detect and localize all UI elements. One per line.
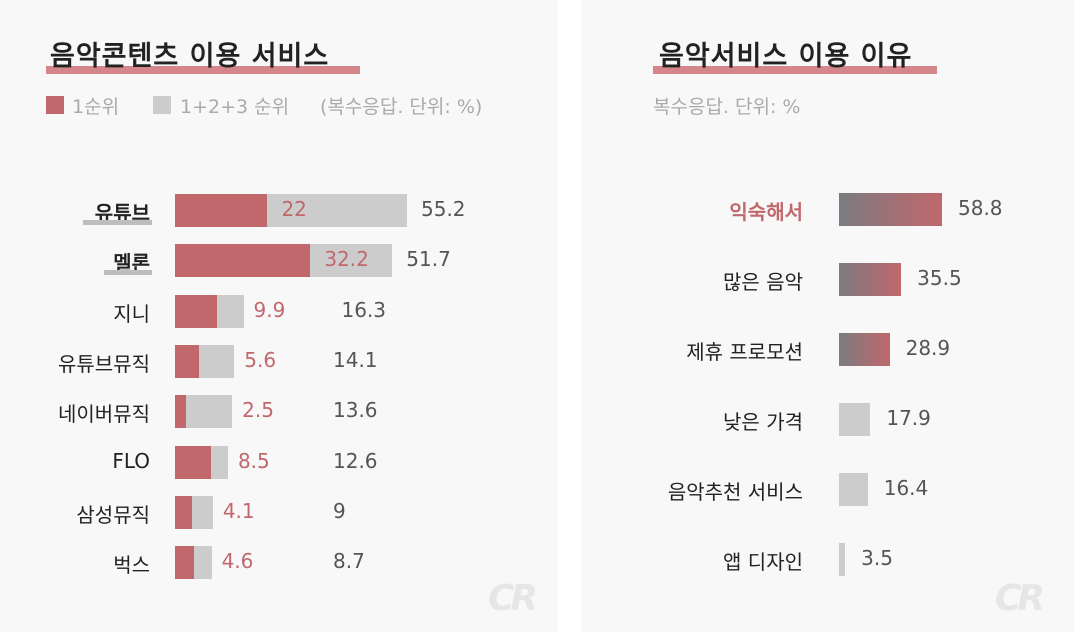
right-title-underline bbox=[653, 66, 937, 74]
value-label-total: 55.2 bbox=[421, 197, 466, 221]
bar-value bbox=[839, 263, 902, 296]
bar-first bbox=[175, 395, 186, 429]
value-label: 28.9 bbox=[905, 336, 951, 360]
value-label-total: 13.6 bbox=[333, 398, 378, 423]
bar-first bbox=[175, 495, 193, 529]
value-label-total: 16.3 bbox=[341, 297, 387, 322]
bar-first bbox=[175, 244, 311, 278]
bar-value bbox=[839, 543, 846, 576]
bar-first bbox=[175, 546, 195, 580]
value-label-total: 12.6 bbox=[333, 448, 378, 473]
value-label: 35.5 bbox=[917, 266, 962, 290]
value-label-total: 14.1 bbox=[333, 347, 378, 372]
right-chart-panel: 음악서비스 이용 이유 복수응답. 단위: % 익숙해서 58.8 많은 음악 35.… bbox=[581, 0, 1074, 632]
bar-first bbox=[175, 445, 211, 479]
category-label: 삼성뮤직 bbox=[76, 502, 150, 527]
cr-logo: CR bbox=[488, 578, 538, 619]
category-label: 앱 디자인 bbox=[723, 550, 803, 574]
category-label: 지니 bbox=[113, 301, 150, 326]
value-label-first: 32.2 bbox=[324, 247, 369, 272]
value-label-total: 9 bbox=[333, 498, 346, 523]
category-label: 벅스 bbox=[113, 553, 150, 578]
category-highlight-underline bbox=[83, 220, 152, 225]
legend-swatch-first bbox=[46, 96, 64, 114]
value-label-first: 5.6 bbox=[244, 347, 277, 372]
value-label: 16.4 bbox=[883, 476, 929, 500]
value-label-first: 22 bbox=[281, 197, 307, 221]
category-label: 익숙해서 bbox=[729, 200, 803, 224]
legend-note: (복수응답. 단위: %) bbox=[320, 96, 483, 118]
left-title-underline bbox=[46, 66, 360, 74]
bar-value bbox=[839, 193, 942, 226]
value-label-first: 2.5 bbox=[242, 398, 274, 423]
value-label-first: 4.6 bbox=[221, 549, 254, 574]
legend-label-total: 1+2+3 순위 bbox=[180, 96, 290, 118]
category-label: 네이버뮤직 bbox=[58, 402, 150, 427]
left-chart-title: 음악콘텐츠 이용 서비스 bbox=[50, 41, 330, 72]
bar-first bbox=[175, 194, 268, 227]
value-label-first: 8.5 bbox=[237, 448, 270, 473]
right-chart-subtitle: 복수응답. 단위: % bbox=[653, 96, 801, 118]
value-label: 17.9 bbox=[886, 406, 931, 430]
category-label: 음악추천 서비스 bbox=[667, 480, 803, 504]
value-label-first: 4.1 bbox=[222, 498, 255, 523]
value-label-total: 8.7 bbox=[333, 549, 365, 574]
value-label-first: 9.9 bbox=[253, 297, 286, 322]
bar-first bbox=[175, 294, 217, 328]
bar-value bbox=[839, 403, 871, 436]
legend-label-first: 1순위 bbox=[72, 96, 120, 118]
bar-value bbox=[839, 333, 890, 366]
bar-first bbox=[175, 344, 199, 378]
category-label: 제휴 프로모션 bbox=[686, 340, 803, 364]
value-label: 3.5 bbox=[861, 546, 893, 570]
bar-value bbox=[839, 473, 868, 506]
category-label: 낮은 가격 bbox=[723, 410, 803, 434]
value-label-total: 51.7 bbox=[406, 247, 451, 272]
left-chart-panel: 음악콘텐츠 이용 서비스 1순위 1+2+3 순위 (복수응답. 단위: %) … bbox=[46, 41, 539, 619]
category-label: 많은 음악 bbox=[723, 270, 803, 294]
right-chart-title: 음악서비스 이용 이유 bbox=[659, 41, 913, 72]
category-label: 유튜브뮤직 bbox=[58, 351, 150, 376]
legend-swatch-total bbox=[153, 96, 171, 114]
value-label: 58.8 bbox=[958, 196, 1003, 220]
category-label: FLO bbox=[112, 448, 150, 473]
category-highlight-underline bbox=[104, 270, 152, 276]
cr-logo: CR bbox=[995, 578, 1045, 619]
